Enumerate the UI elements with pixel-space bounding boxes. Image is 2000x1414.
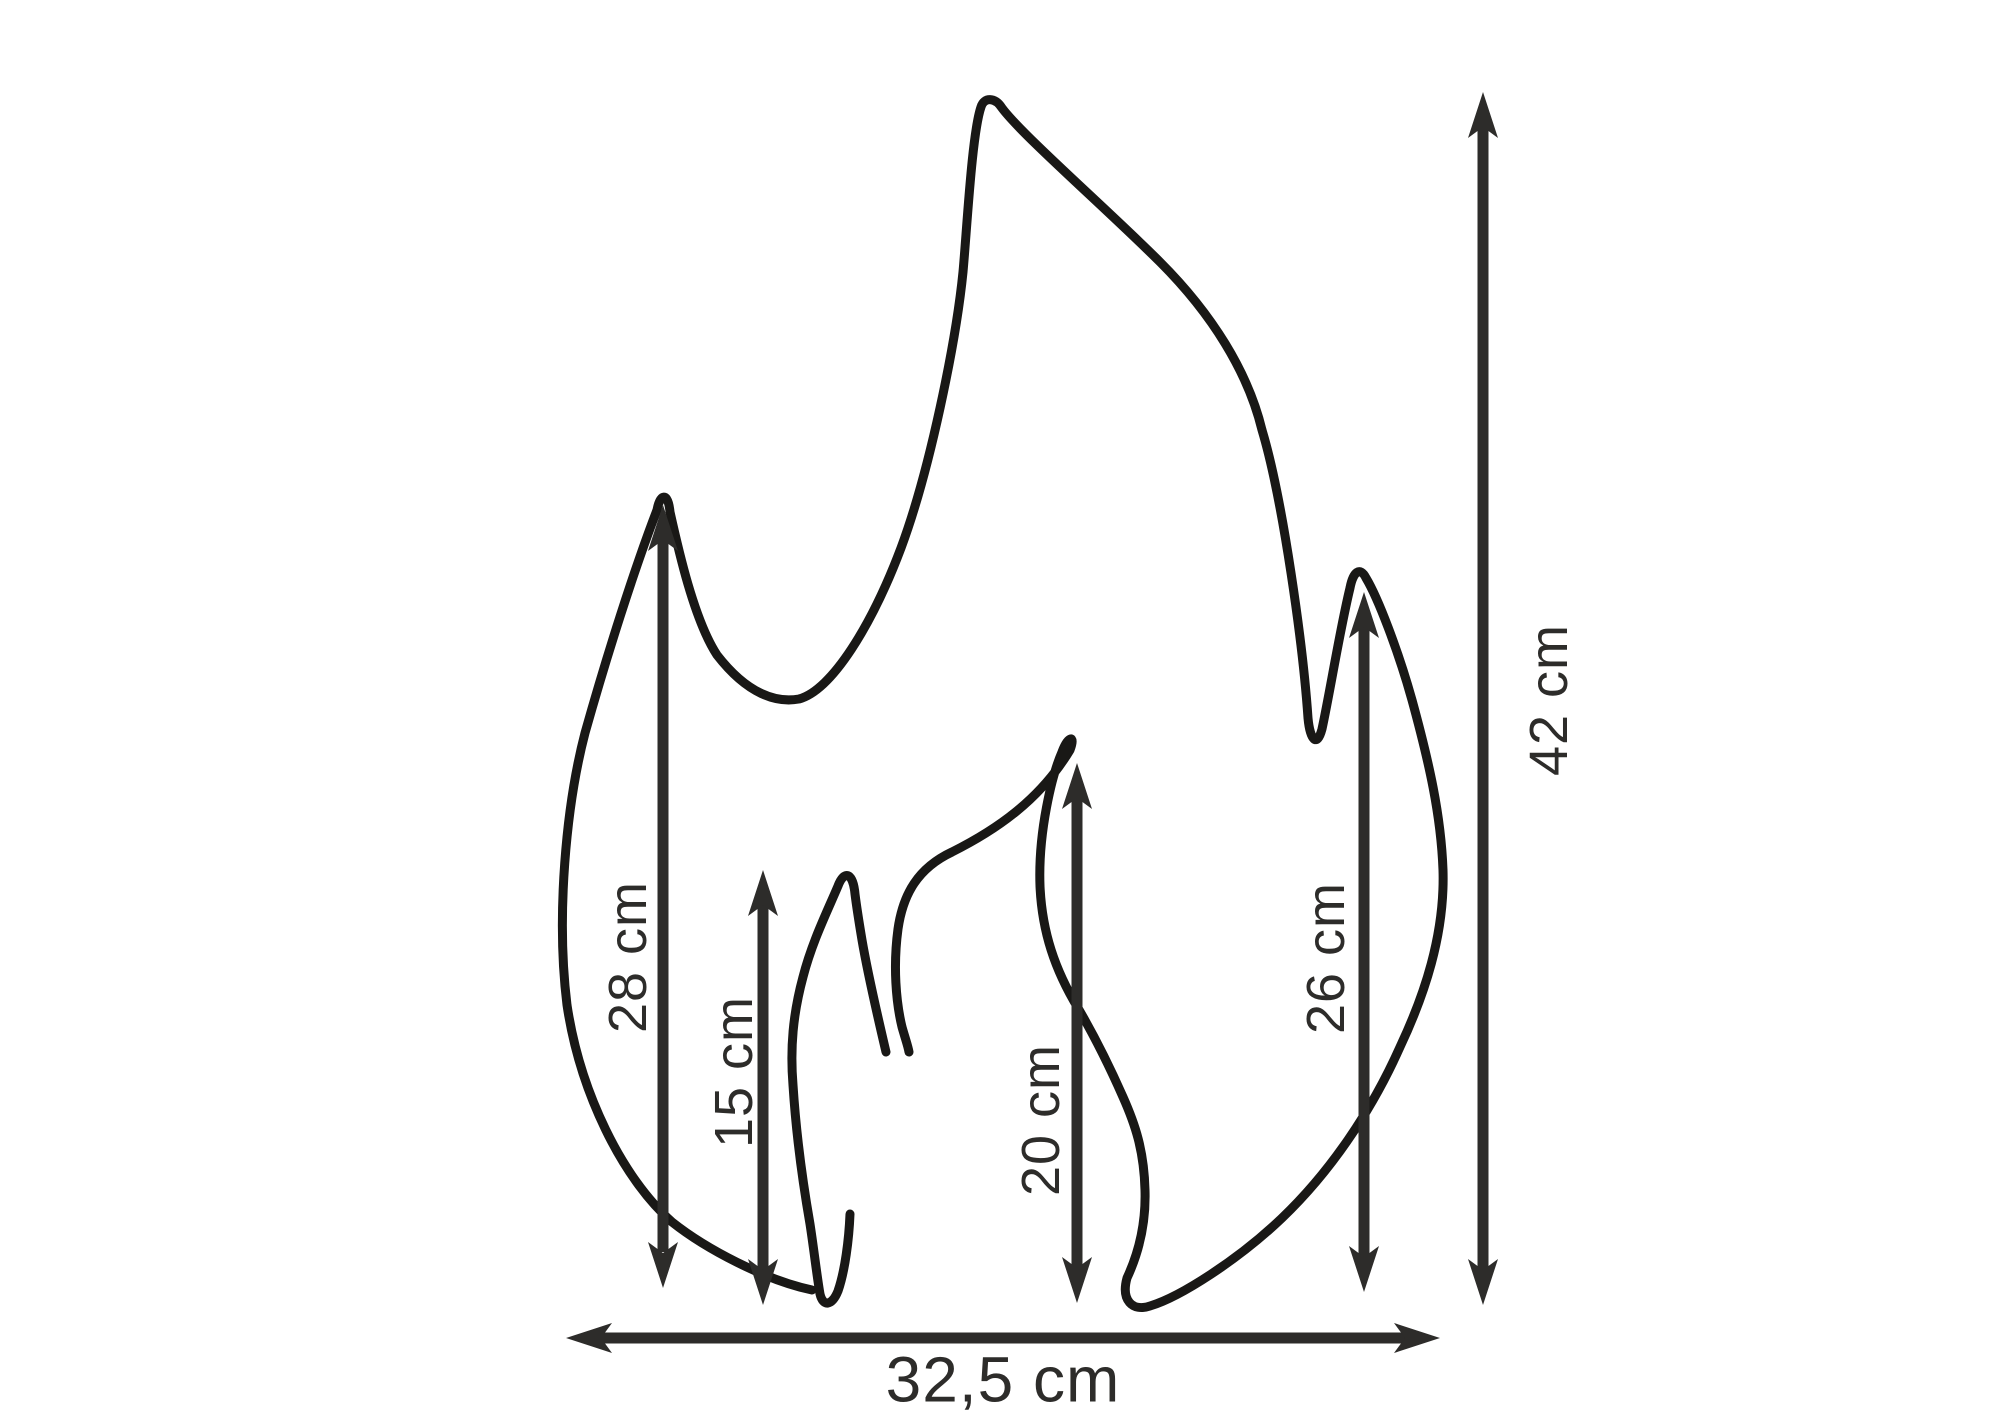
dimension-arrow-20cm [1062,763,1092,1303]
dimension-arrow-15cm [748,870,778,1305]
dimension-label-28cm: 28 cm [598,881,658,1033]
arrowhead-down-icon [748,1259,778,1305]
dimension-arrow-28cm [648,505,678,1288]
arrowhead-down-icon [1468,1259,1498,1305]
arrowhead-down-icon [648,1242,678,1288]
arrowhead-down-icon [1349,1246,1379,1292]
arrowhead-up-icon [1468,92,1498,138]
dimension-label-42cm: 42 cm [1519,624,1579,776]
arrowhead-down-icon [1062,1257,1092,1303]
arrowhead-right-icon [1394,1323,1440,1353]
arrowhead-up-icon [1062,763,1092,809]
dimension-label-width: 32,5 cm [886,1343,1121,1414]
dimension-label-20cm: 20 cm [1011,1044,1071,1196]
dimension-arrow-26cm [1349,592,1379,1292]
dimension-label-26cm: 26 cm [1296,882,1356,1034]
flame-outline-path [557,95,1448,1312]
arrowhead-left-icon [566,1323,612,1353]
dimension-arrow-42cm [1468,92,1498,1305]
inner-curl-path [787,871,891,1308]
dimension-arrow-width [566,1323,1440,1353]
arrowhead-up-icon [648,505,678,551]
dimension-label-15cm: 15 cm [704,996,764,1148]
arrowhead-up-icon [1349,592,1379,638]
arrowhead-up-icon [748,870,778,916]
